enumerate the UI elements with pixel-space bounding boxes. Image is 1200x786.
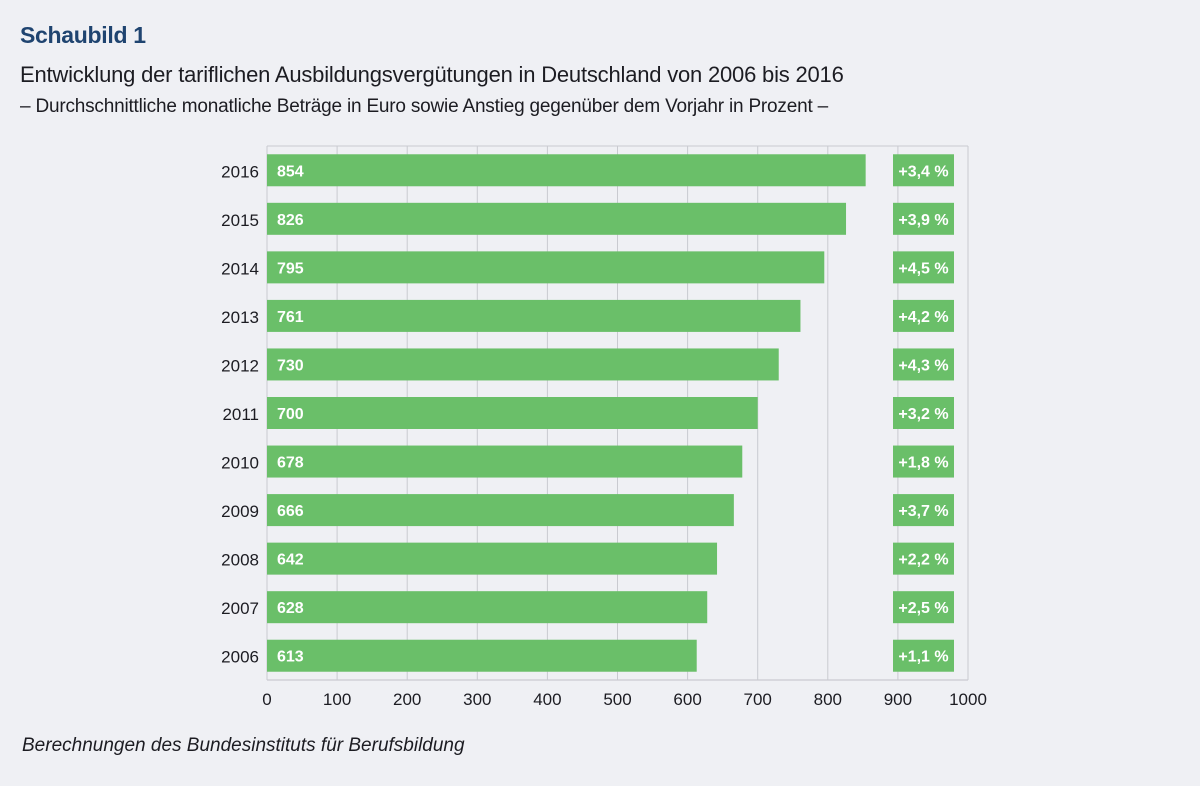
x-tick-label: 500 [603, 690, 631, 709]
bar-2016 [267, 154, 866, 187]
bar-2006 [267, 639, 697, 672]
bar-2012 [267, 348, 779, 381]
change-box-2010 [893, 445, 954, 478]
x-tick-label: 400 [533, 690, 561, 709]
change-box-2009 [893, 494, 954, 527]
y-tick-label: 2009 [221, 502, 259, 521]
bar-2014 [267, 251, 825, 284]
x-tick-label: 800 [814, 690, 842, 709]
change-label: +4,3 % [898, 357, 948, 374]
bar-value-label: 628 [277, 600, 304, 617]
change-label: +2,2 % [898, 552, 948, 569]
x-tick-label: 1000 [949, 690, 987, 709]
y-tick-label: 2010 [221, 454, 259, 473]
bar-2009 [267, 494, 734, 527]
y-tick-label: 2007 [221, 599, 259, 618]
chart-title: Entwicklung der tariflichen Ausbildungsv… [20, 62, 844, 87]
source-note: Berechnungen des Bundesinstituts für Ber… [22, 735, 465, 756]
bar-value-label: 826 [277, 212, 304, 229]
y-tick-label: 2006 [221, 648, 259, 667]
change-box-2014 [893, 251, 954, 284]
bar-value-label: 854 [277, 163, 304, 180]
bar-value-label: 642 [277, 552, 304, 569]
figure-label: Schaubild 1 [20, 22, 146, 48]
bar-2011 [267, 397, 758, 429]
change-label: +1,1 % [898, 649, 948, 666]
change-label: +3,9 % [898, 212, 948, 229]
bars: 854 +3,4 % 826 +3,9 % 795 +4,5 % 761 +4,2 % 730 +… [267, 154, 954, 672]
change-label: +1,8 % [898, 455, 948, 472]
bar-value-label: 678 [277, 455, 304, 472]
bar-2013 [267, 299, 801, 332]
y-tick-label: 2016 [221, 162, 259, 181]
y-tick-label: 2014 [221, 259, 259, 278]
bar-value-label: 613 [277, 649, 304, 666]
change-label: +2,5 % [898, 600, 948, 617]
x-tick-label: 900 [884, 690, 912, 709]
y-tick-label: 2015 [221, 211, 259, 230]
change-box-2016 [893, 154, 954, 187]
y-tick-label: 2012 [221, 356, 259, 375]
y-tick-label: 2013 [221, 308, 259, 327]
change-label: +3,4 % [898, 163, 948, 180]
change-box-2011 [893, 397, 954, 429]
bar-2010 [267, 445, 743, 478]
y-tick-label: 2011 [222, 405, 259, 424]
bar-2008 [267, 542, 718, 575]
x-tick-label: 200 [393, 690, 421, 709]
bar-value-label: 795 [277, 260, 304, 277]
change-box-2008 [893, 542, 954, 575]
bar-2015 [267, 202, 847, 235]
change-box-2015 [893, 202, 954, 235]
change-label: +4,2 % [898, 309, 948, 326]
x-tick-label: 0 [262, 690, 271, 709]
x-tick-label: 700 [744, 690, 772, 709]
change-box-2013 [893, 299, 954, 332]
x-tick-label: 300 [463, 690, 491, 709]
bar-2007 [267, 591, 708, 624]
chart-subtitle: – Durchschnittliche monatliche Beträge i… [20, 96, 828, 117]
change-label: +3,2 % [898, 406, 948, 423]
bar-value-label: 761 [277, 309, 304, 326]
bar-value-label: 700 [277, 406, 304, 423]
y-tick-label: 2008 [221, 551, 259, 570]
x-tick-label: 600 [673, 690, 701, 709]
change-box-2007 [893, 591, 954, 624]
change-label: +3,7 % [898, 503, 948, 520]
change-box-2012 [893, 348, 954, 381]
bar-value-label: 730 [277, 357, 304, 374]
bar-value-label: 666 [277, 503, 304, 520]
axes: 0 100 200 300 400 500 600 700 800 900 1000 2016 2015… [221, 162, 987, 709]
change-box-2006 [893, 639, 954, 672]
x-tick-label: 100 [323, 690, 351, 709]
change-label: +4,5 % [898, 260, 948, 277]
